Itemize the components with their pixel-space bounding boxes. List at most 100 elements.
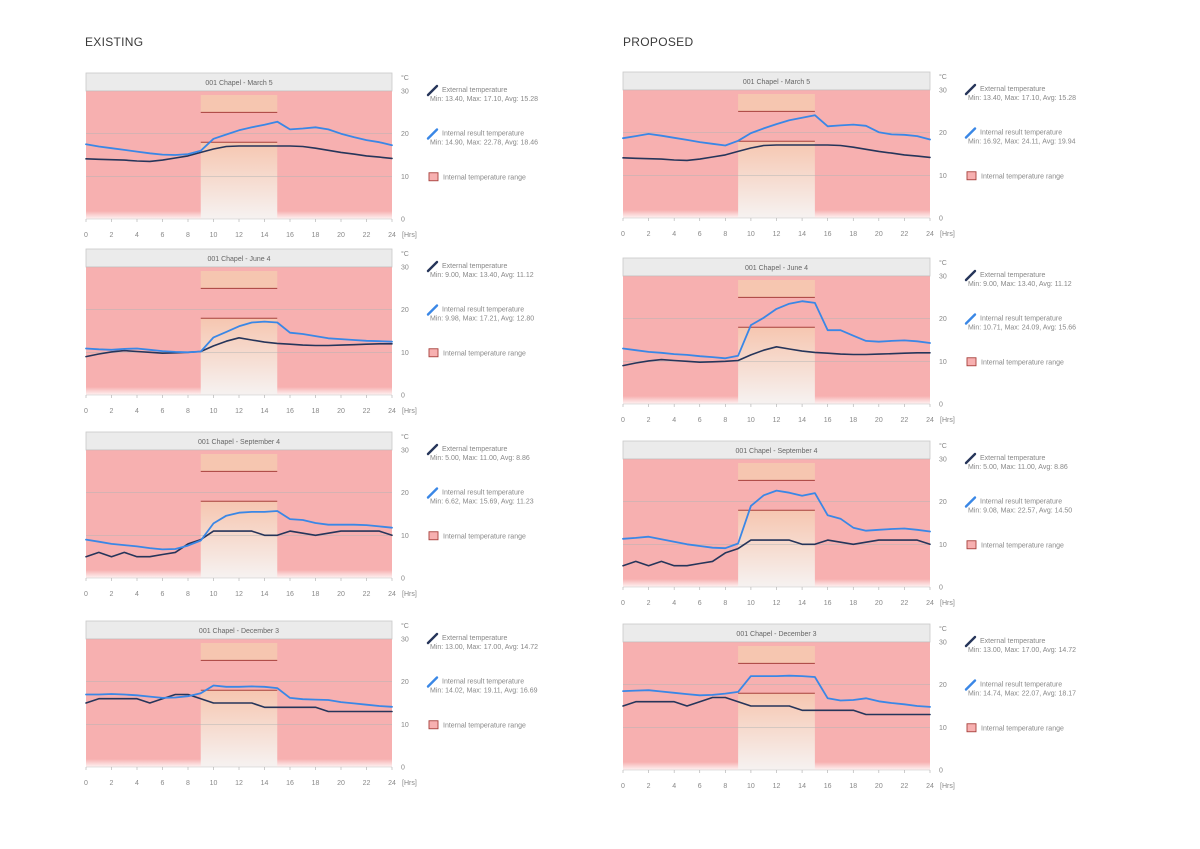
x-tick-label: 24	[926, 417, 934, 424]
x-unit-label: [Hrs]	[402, 232, 417, 239]
y-tick-label: 10	[401, 533, 409, 540]
x-tick-label: 6	[698, 600, 702, 607]
x-tick-label: 12	[235, 408, 243, 415]
y-tick-label: 0	[939, 768, 943, 775]
y-tick-label: 30	[939, 457, 947, 464]
internal-temperature-legend-icon	[964, 679, 977, 691]
internal-temperature-line	[85, 120, 393, 156]
x-tick-label: 12	[773, 417, 781, 424]
external-temperature-line	[622, 144, 931, 162]
y-tick-label: 10	[939, 725, 947, 732]
internal-temperature-legend-icon	[426, 128, 439, 140]
x-tick-label: 8	[186, 780, 190, 787]
x-tick-label: 4	[135, 232, 139, 239]
x-tick-label: 14	[261, 780, 269, 787]
x-tick-label: 22	[901, 600, 909, 607]
comfort-window	[200, 142, 278, 219]
y-tick-label: 0	[401, 765, 405, 772]
temperature-range-legend-icon	[428, 172, 439, 182]
temperature-range-legend-icon	[966, 357, 977, 367]
x-tick-label: 10	[747, 417, 755, 424]
x-tick-label: 4	[672, 783, 676, 790]
external-temperature-legend-icon	[426, 443, 439, 456]
y-tick-label: 10	[939, 542, 947, 549]
x-tick-label: 18	[312, 780, 320, 787]
chart-title: 001 Chapel - December 3	[199, 628, 279, 635]
x-tick-label: 18	[312, 232, 320, 239]
legend-label: Internal result temperature	[442, 307, 524, 314]
internal-temperature-line	[622, 674, 931, 708]
x-tick-label: 2	[110, 408, 114, 415]
y-tick-label: 30	[939, 274, 947, 281]
y-tick-label: 10	[939, 173, 947, 180]
y-unit-label: °C	[401, 433, 409, 441]
x-tick-label: 4	[135, 408, 139, 415]
y-tick-label: 0	[401, 576, 405, 583]
comfort-window	[200, 690, 278, 767]
x-tick-label: 24	[926, 600, 934, 607]
x-tick-label: 10	[210, 232, 218, 239]
legend-label: Internal temperature range	[443, 722, 526, 729]
x-tick-label: 16	[824, 231, 832, 238]
x-tick-label: 24	[388, 232, 396, 239]
legend-stats: Min: 9.98, Max: 17.21, Avg: 12.80	[430, 316, 534, 323]
x-tick-label: 8	[186, 408, 190, 415]
y-tick-label: 20	[401, 307, 409, 314]
legend-label: Internal temperature range	[443, 174, 526, 181]
x-tick-label: 2	[110, 780, 114, 787]
legend-label: External temperature	[980, 272, 1045, 279]
y-tick-label: 10	[939, 359, 947, 366]
section-title-proposed: PROPOSED	[623, 35, 694, 49]
legend-stats: Min: 6.62, Max: 15.69, Avg: 11.23	[430, 499, 534, 506]
x-tick-label: 0	[84, 591, 88, 598]
x-tick-label: 8	[186, 591, 190, 598]
section-title-existing: EXISTING	[85, 35, 144, 49]
x-tick-label: 20	[875, 417, 883, 424]
temperature-range-legend-icon	[966, 540, 977, 550]
internal-temperature-line	[85, 684, 393, 708]
x-tick-label: 2	[647, 417, 651, 424]
x-tick-label: 16	[824, 783, 832, 790]
y-unit-label: °C	[401, 74, 409, 82]
x-tick-label: 16	[824, 417, 832, 424]
legend-stats: Min: 5.00, Max: 11.00, Avg: 8.86	[968, 464, 1068, 471]
legend-label: Internal result temperature	[980, 316, 1062, 323]
x-tick-label: 20	[337, 232, 345, 239]
temperature-range-legend-icon	[966, 723, 977, 733]
x-tick-label: 22	[901, 417, 909, 424]
y-tick-label: 20	[401, 490, 409, 497]
x-tick-label: 6	[161, 591, 165, 598]
comfort-window	[738, 327, 815, 404]
y-tick-label: 0	[939, 585, 943, 592]
external-temperature-legend-icon	[426, 84, 439, 97]
chart-title: 001 Chapel - March 5	[743, 79, 810, 86]
temperature-range-legend-icon	[966, 171, 977, 181]
x-tick-label: 4	[672, 231, 676, 238]
x-tick-label: 12	[773, 783, 781, 790]
legend-stats: Min: 14.02, Max: 19.11, Avg: 16.69	[430, 688, 538, 695]
comfort-window-upper	[200, 643, 278, 661]
legend-label: Internal result temperature	[442, 679, 524, 686]
y-unit-label: °C	[939, 73, 947, 81]
x-tick-label: 14	[798, 231, 806, 238]
x-tick-label: 22	[363, 780, 371, 787]
y-tick-label: 10	[401, 722, 409, 729]
y-tick-label: 0	[939, 402, 943, 409]
x-tick-label: 6	[161, 408, 165, 415]
legend-stats: Min: 9.08, Max: 22.57, Avg: 14.50	[968, 508, 1072, 515]
legend-label: Internal result temperature	[980, 499, 1062, 506]
x-tick-label: 22	[901, 783, 909, 790]
legend-label: External temperature	[980, 86, 1045, 93]
x-tick-label: 22	[363, 408, 371, 415]
x-tick-label: 18	[849, 783, 857, 790]
x-tick-label: 18	[849, 600, 857, 607]
chart-title: 001 Chapel - March 5	[205, 80, 272, 87]
legend-stats: Min: 10.71, Max: 24.09, Avg: 15.66	[968, 325, 1076, 332]
comfort-window-upper	[200, 271, 278, 289]
internal-temperature-legend-icon	[426, 304, 439, 316]
y-tick-label: 20	[401, 679, 409, 686]
